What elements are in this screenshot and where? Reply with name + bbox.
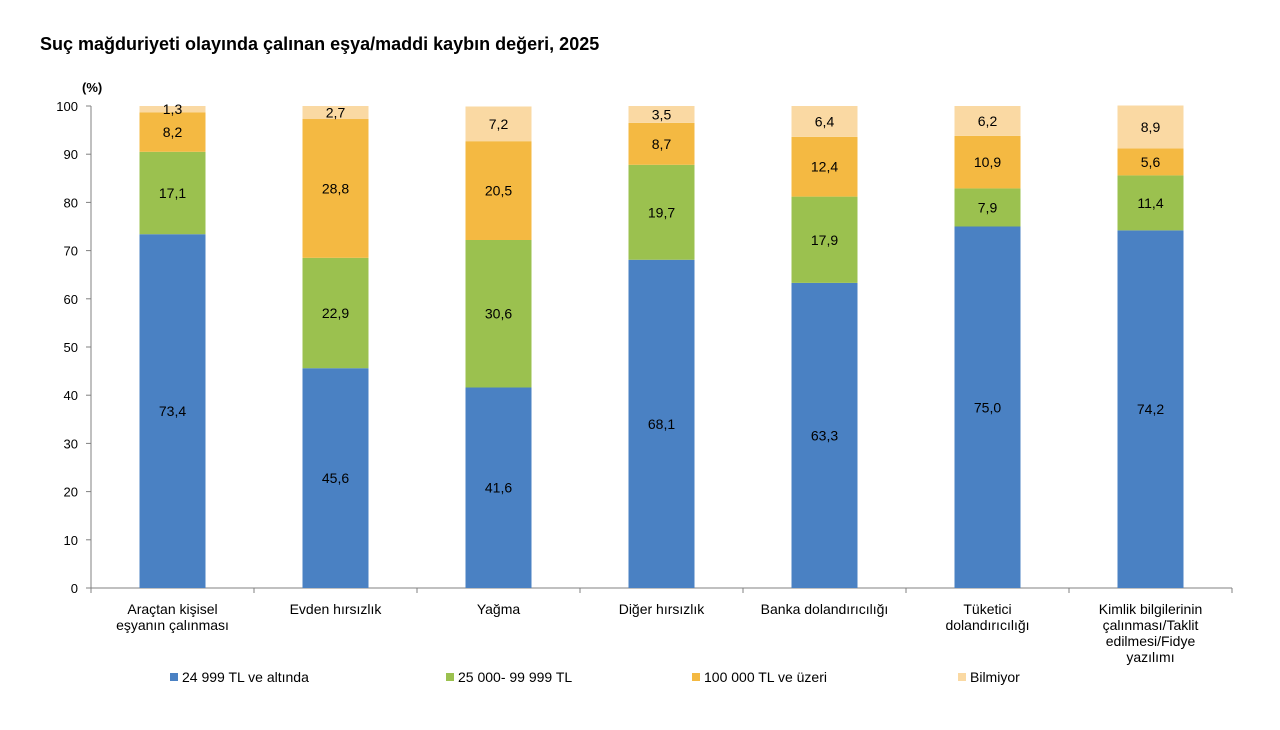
data-label: 74,2 xyxy=(1137,401,1164,417)
data-label: 1,3 xyxy=(163,101,183,117)
y-tick-label: 90 xyxy=(64,147,78,162)
bar-segment xyxy=(465,141,532,240)
bar-segment xyxy=(139,234,206,588)
y-tick-label: 100 xyxy=(56,99,78,114)
bar-segment xyxy=(791,196,858,283)
data-label: 75,0 xyxy=(974,399,1001,415)
bar-segment xyxy=(465,239,532,388)
data-label: 12,4 xyxy=(811,159,838,175)
y-tick-label: 10 xyxy=(64,533,78,548)
y-tick-label: 20 xyxy=(64,485,78,500)
bar-segment xyxy=(1117,148,1184,176)
bar-segment xyxy=(628,106,695,123)
bar-segment xyxy=(791,136,858,197)
data-label: 20,5 xyxy=(485,183,512,199)
data-label: 7,2 xyxy=(489,116,509,132)
legend-label: 24 999 TL ve altında xyxy=(182,669,309,685)
bar-segment xyxy=(628,122,695,165)
y-tick-label: 60 xyxy=(64,292,78,307)
bar-segment xyxy=(139,112,206,152)
bar-segment xyxy=(465,387,532,588)
legend-swatch xyxy=(958,673,966,681)
legend-swatch xyxy=(692,673,700,681)
y-tick-label: 40 xyxy=(64,388,78,403)
bar-segment xyxy=(302,368,369,588)
bar-segment xyxy=(791,282,858,588)
legend: 24 999 TL ve altında 25 000- 99 999 TL 100… xyxy=(170,669,1020,685)
data-label: 11,4 xyxy=(1137,195,1163,211)
bar-segment xyxy=(954,106,1021,136)
x-axis-labels: Araçtan kişisel eşyanın çalınması Evden hı… xyxy=(116,601,1202,665)
legend-label: 25 000- 99 999 TL xyxy=(458,669,572,685)
data-label: 17,1 xyxy=(159,185,186,201)
data-label: 73,4 xyxy=(159,403,186,419)
bar-segment xyxy=(954,135,1021,189)
y-axis-unit-label: (%) xyxy=(82,80,102,95)
legend-swatch xyxy=(170,673,178,681)
data-label: 28,8 xyxy=(322,180,349,196)
bar-segment xyxy=(465,106,532,142)
data-label: 6,2 xyxy=(978,113,998,129)
bars: 73,4 17,1 8,2 1,3 45,6 22,9 28,8 2,7 41,6 30,6 20,… xyxy=(139,101,1184,588)
bar-segment xyxy=(302,119,369,258)
x-tick-label: Araçtan kişisel eşyanın çalınması xyxy=(116,601,229,633)
data-label: 6,4 xyxy=(815,113,835,129)
y-tick-label: 50 xyxy=(64,340,78,355)
x-tick-label: Banka dolandırıcılığı xyxy=(761,601,889,617)
y-tick-label: 0 xyxy=(71,581,78,596)
data-label: 68,1 xyxy=(648,416,675,432)
legend-swatch xyxy=(446,673,454,681)
bar-segment xyxy=(302,106,369,120)
bar-segment xyxy=(139,151,206,235)
x-tick-label: Evden hırsızlık xyxy=(290,601,383,617)
y-tick-label: 80 xyxy=(64,195,78,210)
data-label: 3,5 xyxy=(652,106,672,122)
chart-title: Suç mağduriyeti olayında çalınan eşya/ma… xyxy=(40,34,600,54)
data-label: 2,7 xyxy=(326,105,346,121)
bar-segment xyxy=(954,226,1021,588)
data-label: 19,7 xyxy=(648,204,675,220)
y-tick-label: 70 xyxy=(64,244,78,259)
bar-segment xyxy=(791,106,858,137)
data-label: 10,9 xyxy=(974,154,1001,170)
bar-segment xyxy=(954,188,1021,227)
bar-segment xyxy=(1117,230,1184,588)
bar-segment xyxy=(628,164,695,260)
bar-segment xyxy=(139,106,206,113)
data-label: 63,3 xyxy=(811,427,838,443)
bar-segment xyxy=(1117,105,1184,149)
data-label: 22,9 xyxy=(322,305,349,321)
bar-segment xyxy=(628,259,695,588)
x-tick-label: Yağma xyxy=(477,601,521,617)
legend-label: 100 000 TL ve üzeri xyxy=(704,669,827,685)
x-tick-label: Diğer hırsızlık xyxy=(619,601,706,617)
data-label: 7,9 xyxy=(978,199,998,215)
data-label: 5,6 xyxy=(1141,154,1161,170)
x-tick-label: Tüketici dolandırıcılığı xyxy=(945,601,1029,633)
bar-segment xyxy=(1117,175,1184,231)
x-tick-label: Kimlik bilgilerinin çalınması/Taklit edilm… xyxy=(1099,601,1202,665)
legend-label: Bilmiyor xyxy=(970,669,1020,685)
data-label: 8,2 xyxy=(163,124,183,140)
data-label: 45,6 xyxy=(322,470,349,486)
data-label: 17,9 xyxy=(811,232,838,248)
data-label: 8,7 xyxy=(652,136,672,152)
data-label: 30,6 xyxy=(485,306,512,322)
data-label: 41,6 xyxy=(485,480,512,496)
bar-segment xyxy=(302,257,369,369)
y-tick-label: 30 xyxy=(64,436,78,451)
data-label: 8,9 xyxy=(1141,119,1161,135)
